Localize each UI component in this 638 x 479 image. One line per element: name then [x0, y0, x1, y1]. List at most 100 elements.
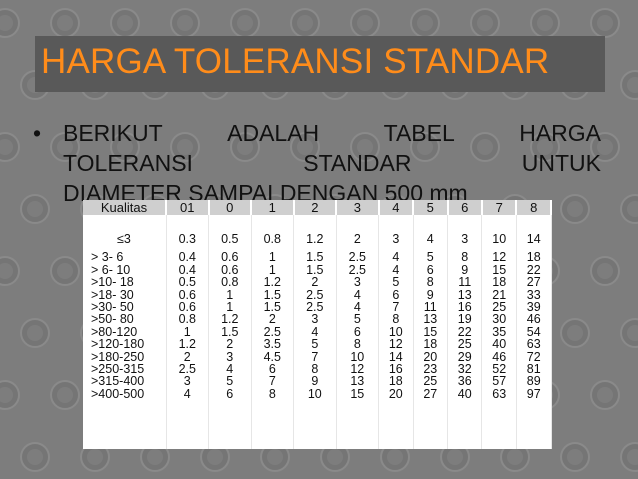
tolerance-value: 10 [350, 349, 365, 364]
background-swirl [230, 8, 260, 38]
tolerance-value: 46 [526, 312, 541, 327]
tolerance-value: 2 [353, 232, 361, 246]
tolerance-value: 16 [388, 362, 403, 377]
tolerance-value: 4 [353, 287, 361, 302]
tolerance-value: 0.6 [221, 250, 239, 265]
tolerance-value: 1 [226, 300, 234, 315]
word: HARGA [519, 120, 601, 146]
tolerance-value: 16 [457, 300, 472, 315]
tolerance-value: 6 [353, 324, 361, 339]
background-swirl [590, 8, 620, 38]
tolerance-table: Kualitas 01 0 1 2 3 4 5 6 7 8 ≤3 > 3- 6 > 6- 10 >10- … [83, 200, 552, 449]
header-grade: 0 [208, 200, 253, 215]
tolerance-value: 5 [353, 312, 361, 327]
tolerance-value: 6 [226, 386, 234, 401]
tolerance-value: 18 [492, 275, 507, 290]
tolerance-value: 8 [426, 275, 434, 290]
title-bar: HARGA TOLERANSI STANDAR [35, 36, 605, 92]
tolerance-value: 1.5 [306, 262, 324, 277]
background-swirl [560, 194, 590, 224]
tolerance-value: 13 [423, 312, 438, 327]
tolerance-value: 36 [457, 374, 472, 389]
tolerance-value: 2 [311, 275, 319, 290]
tolerance-value: 6 [268, 362, 276, 377]
tolerance-value: 5 [426, 250, 434, 265]
tolerance-value: 32 [457, 362, 472, 377]
tolerance-value: 0.6 [178, 300, 196, 315]
tolerance-value: 27 [526, 275, 541, 290]
grade-column: 1.2 1.5 1.5 2 2.5 2.5 3 4 5 7 8 9 10 [293, 215, 337, 449]
tolerance-value: 1.5 [221, 324, 239, 339]
background-swirl [410, 8, 440, 38]
tolerance-value: 2.5 [306, 287, 324, 302]
background-swirl [620, 70, 638, 100]
tolerance-value: 7 [311, 349, 319, 364]
tolerance-value: 1 [183, 324, 191, 339]
tolerance-value: 0.4 [178, 250, 196, 265]
tolerance-value: 1.5 [306, 250, 324, 265]
tolerance-value: 3 [353, 275, 361, 290]
background-swirl [560, 318, 590, 348]
tolerance-value: 0.4 [178, 262, 196, 277]
tolerance-value: 39 [526, 300, 541, 315]
background-swirl [230, 132, 260, 162]
tolerance-value: 0.8 [178, 312, 196, 327]
tolerance-value: 1.5 [263, 300, 281, 315]
tolerance-value: 1 [268, 262, 276, 277]
tolerance-value: 46 [492, 349, 507, 364]
background-swirl [170, 132, 200, 162]
bullet-line-2: TOLERANSI STANDAR UNTUK [63, 148, 601, 178]
header-grade: 8 [516, 200, 552, 215]
background-swirl [290, 8, 320, 38]
tolerance-value: 2.5 [348, 250, 367, 265]
diameter-range: ≤3 [117, 232, 131, 246]
tolerance-value: 0.3 [178, 232, 196, 246]
grade-column: 2 2.5 2.5 3 4 4 5 6 8 10 12 13 15 [336, 215, 380, 449]
tolerance-value: 4 [426, 232, 434, 246]
tolerance-value: 7 [268, 374, 276, 389]
header-grade: 5 [413, 200, 449, 215]
diameter-range: > 6- 10 [91, 262, 131, 277]
tolerance-value: 10 [388, 324, 403, 339]
table-row: ≤3 > 3- 6 > 6- 10 >10- 18 >18- 30 >30- 50 >50-… [83, 215, 552, 449]
tolerance-value: 22 [526, 262, 541, 277]
tolerance-value: 4 [183, 386, 191, 401]
header-grade: 4 [378, 200, 415, 215]
bullet-symbol: • [33, 120, 42, 146]
tolerance-value: 1.2 [178, 337, 196, 352]
background-swirl [410, 132, 440, 162]
tolerance-value: 3 [311, 312, 319, 327]
tolerance-value: 4 [311, 324, 319, 339]
background-swirl [0, 380, 20, 410]
tolerance-value: 63 [526, 337, 541, 352]
background-swirl [50, 256, 80, 286]
background-swirl [470, 8, 500, 38]
diameter-range: >120-180 [91, 337, 145, 352]
diameter-column: ≤3 > 3- 6 > 6- 10 >10- 18 >18- 30 >30- 50 >50-… [83, 215, 167, 449]
word: UNTUK [521, 150, 601, 176]
tolerance-value: 9 [461, 262, 469, 277]
diameter-range: >30- 50 [91, 300, 134, 315]
tolerance-value: 27 [423, 386, 438, 401]
word: TOLERANSI [63, 150, 193, 176]
tolerance-value: 1.2 [306, 232, 324, 246]
tolerance-value: 2 [226, 337, 234, 352]
background-swirl [590, 132, 620, 162]
tolerance-value: 54 [526, 324, 541, 339]
tolerance-value: 11 [423, 300, 437, 315]
header-grade: 3 [336, 200, 380, 215]
background-swirl [290, 132, 320, 162]
tolerance-value: 1.2 [263, 275, 281, 290]
tolerance-value: 1.5 [263, 287, 281, 302]
background-swirl [20, 194, 50, 224]
tolerance-value: 23 [423, 362, 438, 377]
tolerance-value: 9 [426, 287, 434, 302]
background-swirl [110, 132, 140, 162]
tolerance-value: 25 [423, 374, 438, 389]
tolerance-value: 21 [492, 287, 507, 302]
header-kualitas: Kualitas [83, 200, 167, 215]
tolerance-value: 97 [526, 386, 541, 401]
diameter-range: >315-400 [91, 374, 145, 389]
background-swirl [20, 318, 50, 348]
diameter-range: >250-315 [91, 362, 145, 377]
